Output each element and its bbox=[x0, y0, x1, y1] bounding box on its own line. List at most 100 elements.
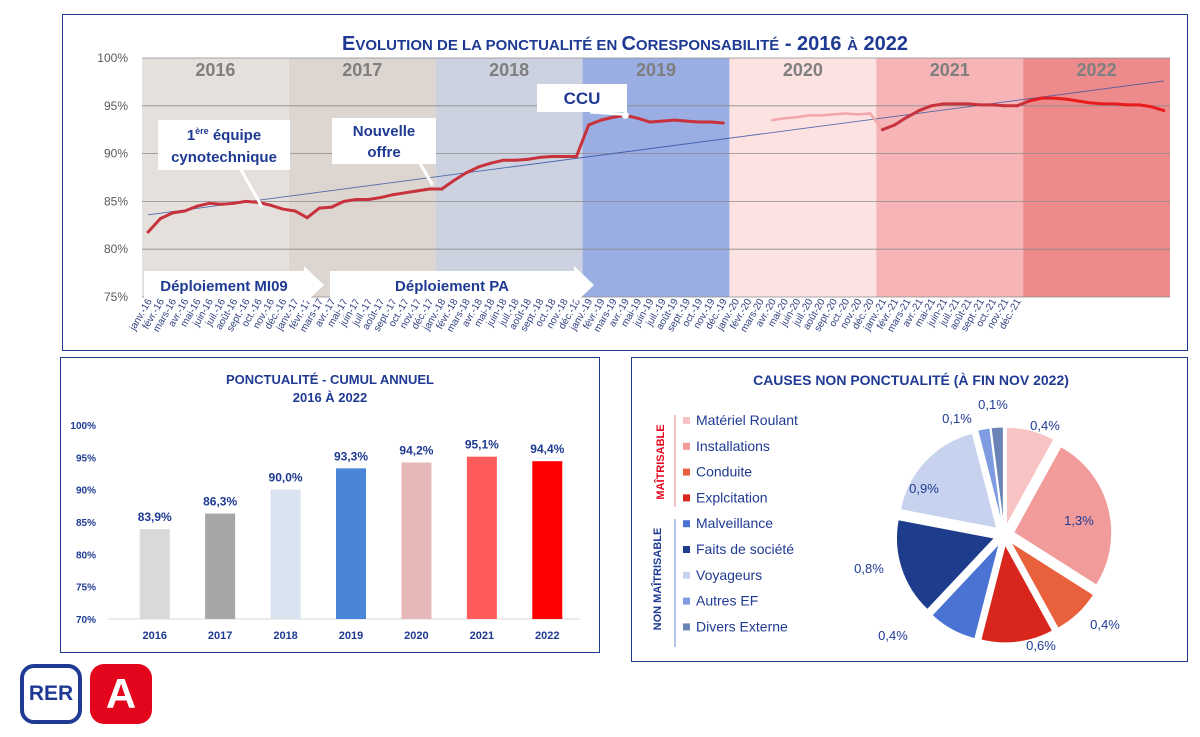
bar-chart-title-line2: 2016 À 2022 bbox=[293, 390, 367, 405]
pie-slice-1 bbox=[1013, 445, 1113, 586]
line-segment bbox=[1088, 101, 1105, 106]
legend-swatch bbox=[683, 417, 690, 424]
bar-category-label: 2022 bbox=[535, 630, 559, 642]
line-segment bbox=[195, 201, 211, 208]
year-label: 2018 bbox=[489, 60, 529, 80]
line-segment bbox=[207, 201, 224, 206]
line-segment bbox=[1113, 102, 1129, 107]
line-segment bbox=[648, 119, 664, 124]
line-segment bbox=[1064, 97, 1080, 103]
pie-slice-label: 0,8% bbox=[854, 561, 884, 576]
line-segment bbox=[636, 116, 652, 124]
bar-value-label: 95,1% bbox=[465, 438, 499, 452]
legend-swatch bbox=[683, 442, 690, 450]
line-segment bbox=[293, 209, 309, 220]
line-segment bbox=[868, 112, 884, 131]
annotation-pointer bbox=[416, 159, 434, 186]
bar-2017 bbox=[205, 513, 236, 619]
bar-value-label: 93,3% bbox=[334, 449, 368, 463]
line-segment bbox=[599, 115, 615, 122]
deployment-pa-arrow bbox=[330, 266, 594, 304]
legend-label: Installations bbox=[696, 438, 770, 454]
chart-title-part-0: E bbox=[342, 33, 355, 55]
legend-swatch bbox=[683, 520, 690, 528]
annotation-ccu: CCU bbox=[564, 89, 601, 108]
line-segment bbox=[783, 116, 798, 120]
pie-slice-label: 0,4% bbox=[1090, 617, 1120, 632]
line-segment bbox=[440, 178, 456, 191]
line-segment bbox=[171, 209, 187, 215]
pie-slice-label: 0,1% bbox=[978, 397, 1008, 412]
line-segment bbox=[403, 189, 419, 195]
legend-label: Divers Externe bbox=[696, 618, 788, 634]
bar-y-tick-label: 80% bbox=[76, 550, 96, 561]
line-segment bbox=[342, 197, 358, 203]
line-segment bbox=[771, 116, 786, 122]
y-tick-label: 75% bbox=[104, 290, 128, 304]
bar-y-tick-label: 75% bbox=[76, 583, 96, 594]
year-label: 2016 bbox=[195, 60, 235, 80]
line-segment bbox=[391, 191, 407, 197]
y-tick-label: 85% bbox=[104, 194, 128, 208]
line-segment bbox=[917, 104, 933, 113]
line-segment bbox=[1150, 105, 1166, 113]
y-tick-label: 95% bbox=[104, 99, 128, 113]
annotation-ccu-marker bbox=[621, 111, 629, 119]
legend-swatch bbox=[683, 571, 690, 579]
line-segment bbox=[880, 123, 897, 132]
bar-category-label: 2020 bbox=[404, 630, 428, 642]
bar-2018 bbox=[270, 489, 301, 619]
line-segment bbox=[281, 207, 297, 213]
pie-slice-3 bbox=[980, 543, 1054, 644]
year-band-2017 bbox=[288, 58, 436, 297]
line-segment bbox=[1027, 96, 1043, 103]
legend-swatch bbox=[683, 597, 690, 605]
chart-title-part-4: - 2016 bbox=[779, 33, 847, 55]
chart-title-part-2: C bbox=[621, 33, 635, 55]
year-band-2016 bbox=[142, 58, 289, 297]
y-tick-label: 90% bbox=[104, 147, 128, 161]
line-segment bbox=[844, 112, 860, 116]
pie-slice-label: 0,1% bbox=[942, 411, 972, 426]
line-segment bbox=[991, 103, 1007, 108]
line-segment bbox=[452, 171, 468, 182]
line-segment bbox=[685, 119, 701, 124]
legend-label: Malveillance bbox=[696, 515, 773, 531]
annotation-equipe-num: 1 bbox=[187, 127, 195, 144]
line-segment bbox=[415, 187, 432, 193]
line-segment bbox=[330, 199, 346, 209]
legend-label: Faits de société bbox=[696, 541, 794, 557]
line-segment bbox=[317, 205, 334, 210]
pie-slice-4 bbox=[931, 543, 1000, 640]
pie-slice-5 bbox=[896, 519, 996, 611]
chart-title-part-1: VOLUTION DE LA PONCTUALITÉ EN bbox=[355, 37, 621, 54]
pie-slice-2 bbox=[1010, 541, 1095, 629]
line-segment bbox=[856, 112, 872, 116]
y-tick-label: 80% bbox=[104, 242, 128, 256]
year-label: 2020 bbox=[783, 60, 823, 80]
legend-swatch bbox=[683, 468, 690, 476]
y-tick-label: 100% bbox=[97, 51, 128, 65]
annotation-pointer bbox=[238, 167, 264, 208]
line-a-letter: A bbox=[105, 670, 137, 717]
deployment-mi09-label: Déploiement MI09 bbox=[160, 278, 288, 295]
line-segment bbox=[305, 206, 321, 220]
bar-2016 bbox=[139, 529, 170, 619]
chart-title: EVOLUTION DE LA PONCTUALITÉ EN CORESPONS… bbox=[342, 33, 908, 55]
line-segment bbox=[1052, 96, 1068, 101]
line-segment bbox=[232, 199, 248, 205]
year-band-2022 bbox=[1023, 58, 1170, 297]
year-band-2020 bbox=[729, 58, 877, 297]
trend-line bbox=[148, 80, 1164, 216]
bar-category-label: 2021 bbox=[470, 630, 494, 642]
annotation-box-offre bbox=[332, 118, 436, 164]
line-segment bbox=[709, 120, 725, 125]
line-segment bbox=[513, 157, 529, 162]
annotation-box-equipe bbox=[158, 120, 290, 170]
legend-swatch bbox=[683, 546, 690, 553]
pie-slice-label: 1,3% bbox=[1064, 513, 1094, 528]
annotation-offre-line1: Nouvelle bbox=[353, 123, 416, 140]
bar-2022 bbox=[532, 461, 563, 619]
bar-y-tick-label: 70% bbox=[76, 615, 96, 626]
line-segment bbox=[832, 112, 847, 116]
